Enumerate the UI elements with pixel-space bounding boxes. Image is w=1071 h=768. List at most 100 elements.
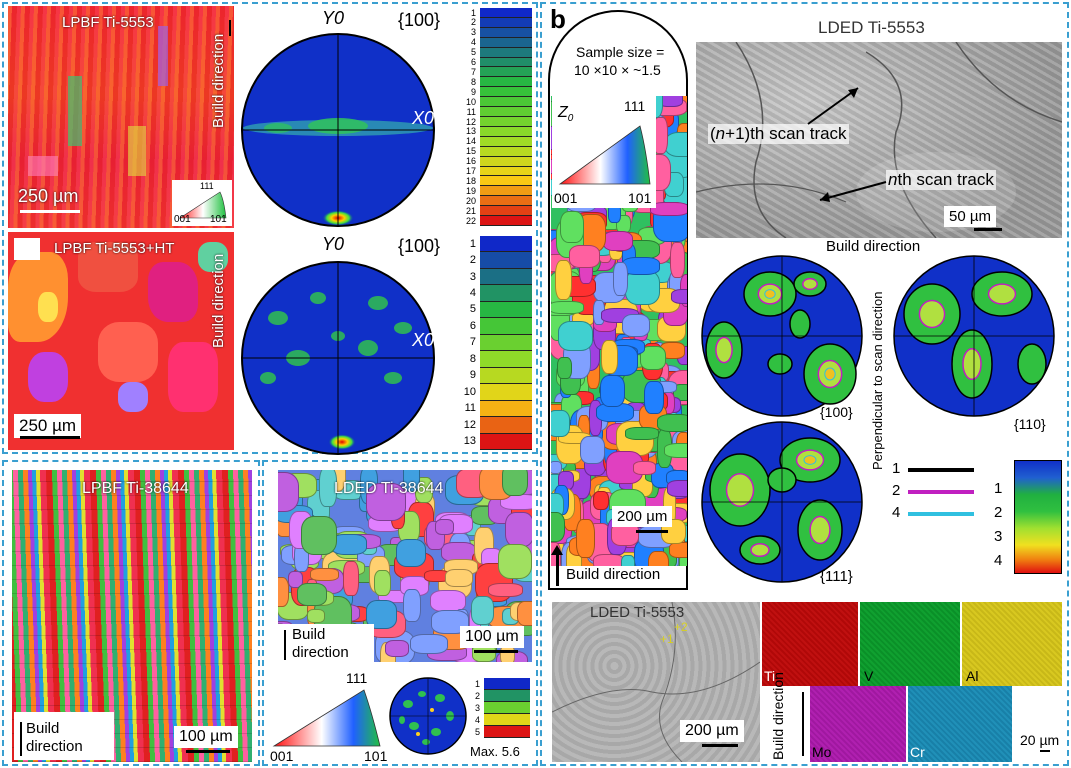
scale-label-a-top: 250 µm bbox=[18, 186, 79, 206]
panel-d bbox=[262, 460, 538, 766]
ipf-triangle-icon-a bbox=[178, 191, 227, 219]
scale-level-swatch bbox=[480, 47, 532, 58]
grain bbox=[343, 560, 359, 596]
scale-label-eds2: 20 µm bbox=[1020, 732, 1060, 748]
grain bbox=[551, 300, 585, 315]
ipf-d-111: 111 bbox=[346, 670, 368, 686]
grain bbox=[551, 461, 562, 475]
density-level-label: 4 bbox=[994, 552, 1003, 569]
scale-bar-d bbox=[474, 650, 518, 653]
scale-level-swatch bbox=[480, 117, 532, 127]
z0-label: Z0 bbox=[558, 104, 574, 125]
pole-figure-a-bottom bbox=[241, 261, 435, 455]
scale-level-swatch bbox=[480, 107, 532, 117]
pole-figure-b-110 bbox=[893, 255, 1055, 417]
scale-level-label: 10 bbox=[463, 385, 476, 398]
scale-level-swatch bbox=[480, 77, 532, 88]
panel-a bbox=[2, 2, 538, 454]
grain bbox=[600, 375, 626, 408]
grain bbox=[621, 555, 636, 566]
eds-map-v bbox=[860, 602, 960, 686]
scale-level-label: 16 bbox=[465, 156, 476, 167]
grain bbox=[602, 230, 633, 252]
axis-y0-bottom: Y0 bbox=[322, 234, 345, 254]
map-label-lded-ti38644: LDED Ti-38644 bbox=[334, 480, 444, 497]
scan-track-n: nth scan track bbox=[886, 170, 996, 190]
grain bbox=[667, 480, 687, 497]
pf-label-b-100: {100} bbox=[820, 404, 853, 420]
contour-level-label: 4 bbox=[892, 504, 901, 521]
scale-level-swatch bbox=[480, 384, 532, 401]
ipf-a-111: 111 bbox=[200, 181, 214, 191]
scale-level-swatch bbox=[480, 37, 532, 48]
scale-level-swatch bbox=[480, 67, 532, 78]
axis-y0-top: Y0 bbox=[322, 8, 345, 28]
scale-level-label: 6 bbox=[469, 319, 476, 332]
ebsd-map-lded-ti5553 bbox=[551, 96, 687, 566]
eds-label-cr: Cr bbox=[910, 744, 925, 760]
eds-map-al bbox=[962, 602, 1062, 686]
grain bbox=[625, 270, 661, 306]
eds-build-arrow-icon bbox=[802, 692, 804, 756]
grain bbox=[409, 633, 449, 654]
scale-level-swatch bbox=[484, 678, 530, 690]
build-label-c-line1: Build bbox=[26, 720, 60, 737]
ipf-triangle-icon-b bbox=[558, 125, 651, 185]
grain bbox=[625, 426, 659, 440]
grain bbox=[402, 470, 420, 493]
scale-level-swatch bbox=[480, 367, 532, 385]
scale-level-label: 11 bbox=[466, 106, 476, 117]
density-level-label: 2 bbox=[994, 504, 1003, 521]
scale-level-swatch bbox=[480, 318, 532, 335]
sample-outline bbox=[548, 10, 688, 590]
sample-size-line2: 10 ×10 × ~1.5 bbox=[574, 62, 661, 78]
grain bbox=[551, 511, 565, 543]
grain bbox=[621, 313, 651, 338]
build-label-c-line2: direction bbox=[26, 738, 83, 755]
grain bbox=[593, 553, 624, 566]
grain bbox=[580, 436, 605, 465]
scale-label-c: 100 µm bbox=[174, 726, 238, 748]
grain bbox=[569, 244, 600, 268]
scale-level-swatch bbox=[480, 301, 532, 319]
ipf-d-001: 001 bbox=[270, 748, 294, 764]
grain bbox=[600, 339, 619, 375]
grain bbox=[310, 567, 339, 581]
eds-label-al: Al bbox=[966, 668, 979, 684]
grain bbox=[575, 518, 595, 558]
scale-level-swatch bbox=[480, 17, 532, 28]
pf-family-a-bottom: {100} bbox=[398, 236, 441, 256]
grain bbox=[384, 640, 409, 658]
contour-level-label: 2 bbox=[892, 482, 901, 499]
scale-level-swatch bbox=[480, 206, 532, 217]
scale-level-label: 1 bbox=[470, 7, 476, 18]
scale-level-label: 5 bbox=[470, 47, 476, 58]
map-label-lpbf-ti5553: LPBF Ti-5553 bbox=[62, 14, 154, 31]
grain bbox=[296, 582, 327, 607]
scale-level-swatch bbox=[480, 334, 532, 352]
scale-level-label: 4 bbox=[470, 37, 476, 48]
scale-level-swatch bbox=[480, 252, 532, 269]
scale-level-label: 6 bbox=[470, 57, 476, 68]
scale-level-swatch bbox=[480, 236, 532, 253]
scale-level-swatch bbox=[480, 87, 532, 98]
contour-line-swatch bbox=[908, 490, 974, 494]
build-direction-label-b: Build direction bbox=[566, 566, 661, 583]
scale-level-label: 3 bbox=[469, 270, 476, 283]
scale-label-d: 100 µm bbox=[460, 626, 524, 648]
scale-level-label: 5 bbox=[469, 303, 476, 316]
scale-level-label: 3 bbox=[470, 27, 476, 38]
scale-level-label: 14 bbox=[465, 136, 476, 147]
pf-family-a-top: {100} bbox=[398, 10, 441, 30]
eds-label-mo: Mo bbox=[812, 744, 832, 760]
build-direction-label-a-top: Build direction bbox=[210, 33, 227, 128]
scale-level-label: 2 bbox=[474, 690, 480, 701]
scale-level-swatch bbox=[480, 8, 532, 18]
scale-level-label: 2 bbox=[470, 17, 476, 28]
scale-level-label: 13 bbox=[463, 435, 476, 448]
scale-level-label: 9 bbox=[470, 86, 476, 97]
pf-label-b-111: {111} bbox=[820, 568, 853, 585]
grain bbox=[287, 571, 304, 589]
scale-level-label: 21 bbox=[465, 205, 476, 216]
grain bbox=[395, 539, 427, 568]
